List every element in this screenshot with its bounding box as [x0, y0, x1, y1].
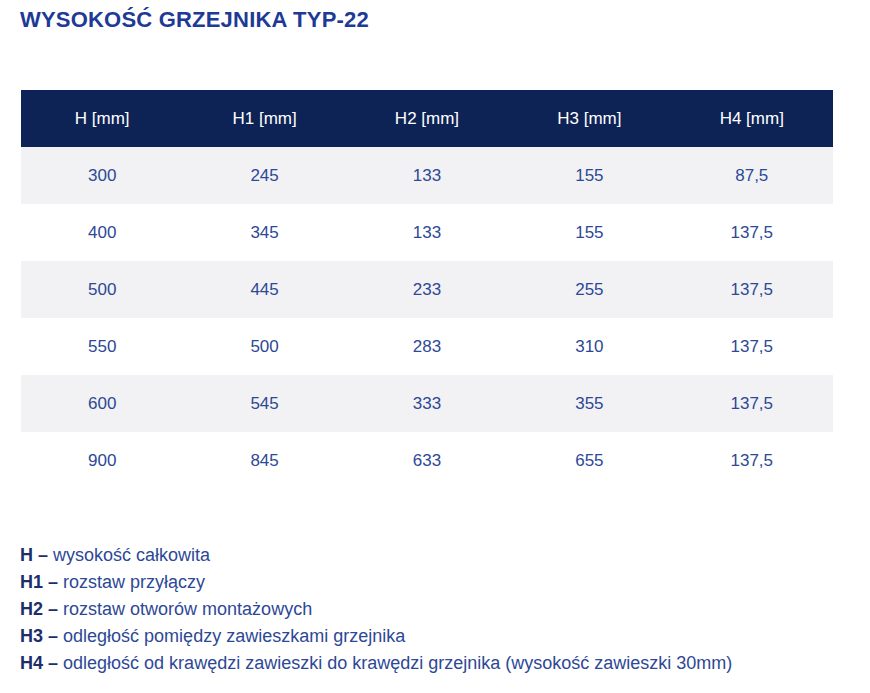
- table-cell: 550: [21, 318, 183, 375]
- table-cell: 137,5: [671, 432, 833, 489]
- legend-definition: odległość od krawędzi zawieszki do krawę…: [63, 653, 732, 673]
- table-cell: 355: [508, 375, 670, 432]
- table-cell: 600: [21, 375, 183, 432]
- legend-line: H4 – odległość od krawędzi zawieszki do …: [20, 650, 860, 677]
- page: WYSOKOŚĆ GRZEJNIKA TYP-22 H [mm]H1 [mm]H…: [0, 0, 870, 693]
- table-cell: 283: [346, 318, 508, 375]
- column-header: H4 [mm]: [671, 90, 833, 147]
- table-cell: 400: [21, 204, 183, 261]
- legend-line: H – wysokość całkowita: [20, 542, 860, 569]
- table-cell: 137,5: [671, 204, 833, 261]
- table-cell: 345: [183, 204, 345, 261]
- column-header: H2 [mm]: [346, 90, 508, 147]
- table-cell: 500: [183, 318, 345, 375]
- table-cell: 233: [346, 261, 508, 318]
- table-row: 500445233255137,5: [21, 261, 833, 318]
- table-body: 30024513315587,5400345133155137,55004452…: [21, 147, 833, 489]
- table-head: H [mm]H1 [mm]H2 [mm]H3 [mm]H4 [mm]: [21, 90, 833, 147]
- table-cell: 900: [21, 432, 183, 489]
- table-cell: 133: [346, 204, 508, 261]
- table-cell: 137,5: [671, 375, 833, 432]
- legend-term: H –: [20, 545, 48, 565]
- table-cell: 500: [21, 261, 183, 318]
- table-cell: 655: [508, 432, 670, 489]
- legend-term: H3 –: [20, 626, 58, 646]
- table-cell: 633: [346, 432, 508, 489]
- table-cell: 137,5: [671, 261, 833, 318]
- table-cell: 255: [508, 261, 670, 318]
- table-cell: 245: [183, 147, 345, 204]
- table-row: 30024513315587,5: [21, 147, 833, 204]
- column-header: H3 [mm]: [508, 90, 670, 147]
- table-row: 900845633655137,5: [21, 432, 833, 489]
- legend-term: H4 –: [20, 653, 58, 673]
- legend-term: H1 –: [20, 572, 58, 592]
- legend-line: H1 – rozstaw przyłączy: [20, 569, 860, 596]
- legend-line: H3 – odległość pomiędzy zawieszkami grze…: [20, 623, 860, 650]
- table-cell: 300: [21, 147, 183, 204]
- column-header: H1 [mm]: [183, 90, 345, 147]
- table-cell: 333: [346, 375, 508, 432]
- table-cell: 845: [183, 432, 345, 489]
- table-cell: 87,5: [671, 147, 833, 204]
- table-cell: 137,5: [671, 318, 833, 375]
- table-row: 600545333355137,5: [21, 375, 833, 432]
- table-cell: 310: [508, 318, 670, 375]
- legend-definition: rozstaw przyłączy: [63, 572, 205, 592]
- legend: H – wysokość całkowitaH1 – rozstaw przył…: [20, 542, 860, 677]
- legend-term: H2 –: [20, 599, 58, 619]
- table-cell: 155: [508, 147, 670, 204]
- table-header-row: H [mm]H1 [mm]H2 [mm]H3 [mm]H4 [mm]: [21, 90, 833, 147]
- table-cell: 545: [183, 375, 345, 432]
- legend-definition: odległość pomiędzy zawieszkami grzejnika: [63, 626, 405, 646]
- page-title: WYSOKOŚĆ GRZEJNIKA TYP-22: [20, 7, 369, 33]
- table-row: 550500283310137,5: [21, 318, 833, 375]
- table-cell: 445: [183, 261, 345, 318]
- legend-line: H2 – rozstaw otworów montażowych: [20, 596, 860, 623]
- table-row: 400345133155137,5: [21, 204, 833, 261]
- table-cell: 155: [508, 204, 670, 261]
- legend-definition: wysokość całkowita: [53, 545, 210, 565]
- table-cell: 133: [346, 147, 508, 204]
- legend-definition: rozstaw otworów montażowych: [63, 599, 312, 619]
- column-header: H [mm]: [21, 90, 183, 147]
- dimensions-table: H [mm]H1 [mm]H2 [mm]H3 [mm]H4 [mm] 30024…: [21, 90, 833, 489]
